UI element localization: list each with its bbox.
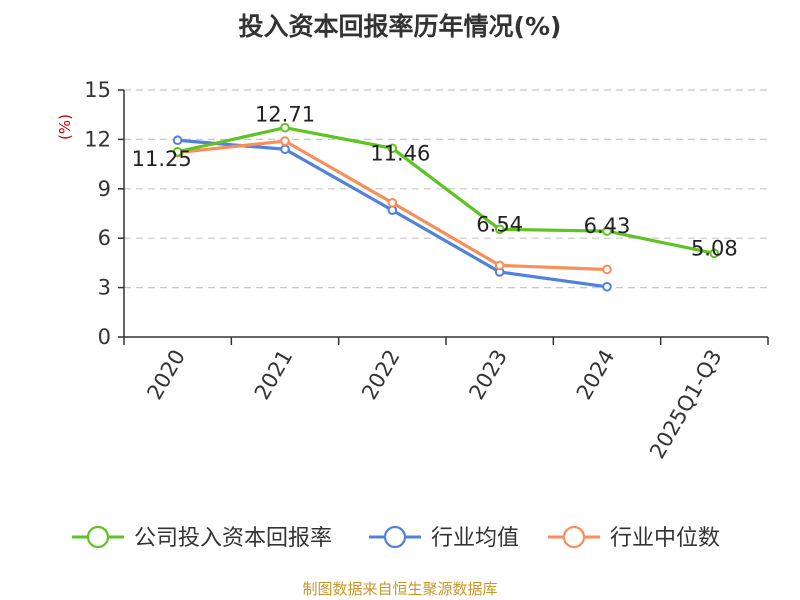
y-tick-label: 12: [84, 127, 111, 151]
legend-item-1[interactable]: 行业均值: [369, 525, 519, 551]
legend-label: 行业均值: [431, 526, 519, 551]
data-point: [280, 136, 290, 146]
legend-label: 公司投入资本回报率: [134, 526, 332, 551]
legend-swatch-marker: [383, 525, 407, 549]
series-points: [172, 122, 720, 292]
data-point: [387, 143, 398, 154]
y-tick-labels: 0 3 6 9 12 15: [84, 78, 111, 349]
legend-item-0[interactable]: 公司投入资本回报率: [72, 525, 332, 551]
data-label: 6.54: [476, 212, 523, 236]
chart-title: 投入资本回报率历年情况(%): [239, 12, 562, 41]
x-tick-label: 2025Q1-Q3: [645, 346, 727, 463]
series-lines: [177, 126, 715, 289]
x-tick-label: 2022: [357, 346, 405, 404]
legend-label: 行业中位数: [610, 526, 720, 551]
legend-swatch-marker: [86, 525, 110, 549]
source-note: 制图数据来自恒生聚源数据库: [302, 580, 497, 598]
data-point: [280, 144, 290, 155]
data-label: 6.43: [584, 214, 631, 238]
data-labels: 11.25 12.71 11.46 6.54 6.43 5.08: [132, 103, 738, 261]
x-tick-label: 2020: [142, 346, 190, 404]
y-tick-label: 6: [98, 226, 111, 250]
series-line-0: [177, 126, 715, 255]
data-point: [602, 264, 612, 275]
data-point: [494, 224, 505, 235]
data-label: 5.08: [691, 236, 738, 260]
y-axis-unit: (%): [56, 114, 74, 140]
data-point: [602, 226, 612, 236]
legend-item-2[interactable]: 行业中位数: [548, 525, 720, 551]
axes: [118, 89, 769, 345]
data-point: [172, 135, 183, 146]
y-tick-label: 3: [98, 276, 111, 300]
data-point: [602, 281, 612, 292]
data-point: [172, 146, 183, 157]
x-tick-labels: 2020 2021 2022 2023 2024 2025Q1-Q3: [142, 345, 726, 462]
data-point: [494, 260, 505, 271]
data-point: [387, 197, 398, 208]
y-tick-label: 0: [98, 325, 111, 349]
data-point: [280, 122, 290, 133]
x-tick-label: 2024: [572, 346, 620, 404]
legend-swatch-marker: [562, 525, 586, 549]
legend[interactable]: 公司投入资本回报率 行业均值 行业中位数: [72, 525, 720, 551]
y-tick-label: 15: [84, 78, 111, 102]
y-tick-label: 9: [98, 177, 111, 201]
data-label: 12.71: [255, 103, 315, 127]
data-label: 11.25: [132, 147, 192, 171]
data-label: 11.46: [370, 141, 430, 165]
x-tick-label: 2023: [464, 345, 512, 403]
x-tick-label: 2021: [250, 346, 298, 404]
data-point: [709, 248, 720, 259]
